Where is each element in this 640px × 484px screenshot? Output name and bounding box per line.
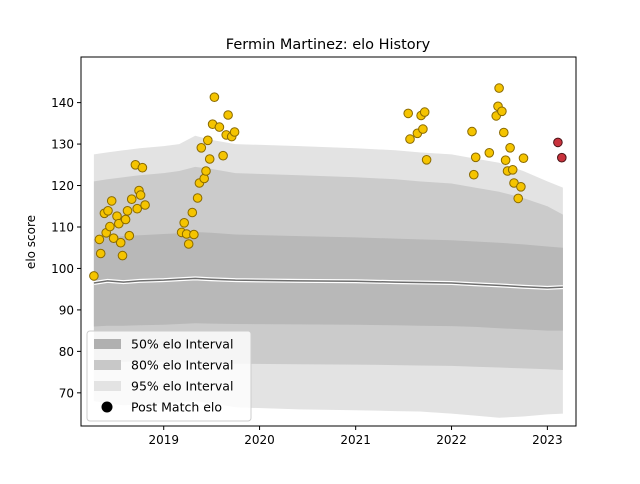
post-match-elo-point [183, 239, 194, 249]
post-match-elo-point [507, 165, 518, 175]
post-match-elo-point [516, 182, 526, 192]
plot-frame [80, 56, 577, 427]
x-tick-label: 2023 [532, 433, 563, 447]
y-axis: 70 80 90 100 110 120 130 140 [51, 96, 81, 400]
post-match-elo-point [467, 126, 477, 137]
recent-elo-point [553, 137, 563, 148]
post-match-elo-point [189, 229, 199, 240]
post-match-elo-point [518, 153, 529, 163]
recent-elo-point [557, 152, 567, 163]
legend-label: 80% elo Interval [131, 358, 233, 373]
legend-label: 50% elo Interval [131, 337, 233, 352]
legend-swatch [94, 381, 121, 391]
post-match-elo-point [103, 206, 113, 216]
post-match-elo-point [484, 148, 495, 158]
post-match-elo-point [95, 248, 106, 259]
post-match-elo-point [124, 230, 135, 241]
y-tick-label: 140 [51, 96, 74, 110]
post-match-elo-point [403, 108, 414, 119]
post-match-elo-point [494, 83, 504, 93]
post-match-elo-point [209, 92, 220, 102]
y-tick-label: 110 [51, 220, 74, 234]
post-match-elo-point [201, 166, 211, 176]
points-group [89, 83, 567, 281]
y-tick-label: 120 [51, 179, 74, 193]
post-match-elo-point [405, 134, 415, 144]
post-match-elo-point [418, 124, 428, 134]
post-match-elo-point [135, 190, 146, 200]
post-match-elo-point [120, 214, 131, 225]
x-tick-label: 2022 [436, 433, 467, 447]
x-tick-label: 2020 [244, 433, 275, 447]
post-match-elo-point [117, 250, 128, 261]
post-match-elo-point [470, 152, 481, 163]
post-match-elo-point [192, 193, 203, 203]
legend-box [86, 330, 252, 422]
post-match-elo-point [223, 110, 233, 120]
chart-title: Fermin Martinez: elo History [226, 37, 431, 53]
post-match-elo-point [179, 218, 189, 228]
post-match-elo-point [513, 193, 524, 204]
post-match-elo-point [126, 194, 137, 204]
post-match-elo-point [204, 154, 215, 164]
post-match-elo-point [203, 135, 213, 146]
median-line [93, 277, 563, 289]
post-match-elo-point [214, 122, 225, 132]
y-tick-label: 90 [59, 303, 74, 317]
post-match-elo-point [132, 203, 142, 214]
legend-label: 95% elo Interval [131, 379, 233, 394]
post-match-elo-point [469, 169, 479, 180]
post-match-elo-point [140, 200, 150, 210]
legend-swatch [94, 339, 121, 349]
post-match-elo-point [505, 143, 515, 153]
post-match-elo-point [122, 206, 133, 216]
post-match-elo-point [229, 127, 240, 137]
post-match-elo-point [106, 196, 117, 206]
post-match-elo-point [421, 155, 432, 165]
post-match-elo-point [94, 234, 105, 245]
post-match-elo-point [497, 106, 507, 117]
post-match-elo-point [108, 233, 119, 243]
x-axis: 2019 2020 2021 2022 2023 [148, 426, 563, 447]
legend-label: Post Match elo [131, 400, 222, 415]
post-match-elo-point [105, 221, 115, 232]
post-match-elo-point [500, 155, 511, 165]
post-match-elo-point [187, 207, 198, 218]
y-tick-label: 100 [51, 262, 74, 276]
post-match-elo-point [89, 271, 99, 281]
post-match-elo-point [499, 127, 509, 138]
y-tick-label: 80 [59, 345, 74, 359]
median-line-group [93, 276, 564, 290]
post-match-elo-point [419, 107, 430, 117]
y-tick-label: 70 [59, 386, 74, 400]
x-tick-label: 2021 [340, 433, 371, 447]
y-axis-label: elo score [24, 215, 38, 269]
post-match-elo-point [218, 150, 228, 161]
post-match-elo-point [196, 143, 207, 153]
legend: 50% elo Interval 80% elo Interval 95% elo … [86, 330, 252, 422]
post-match-elo-point [115, 237, 126, 248]
legend-swatch [94, 360, 121, 370]
post-match-elo-point [137, 162, 148, 173]
legend-marker [101, 401, 113, 413]
x-tick-label: 2019 [148, 433, 179, 447]
y-tick-label: 130 [51, 138, 74, 152]
post-match-elo-point [114, 218, 124, 229]
